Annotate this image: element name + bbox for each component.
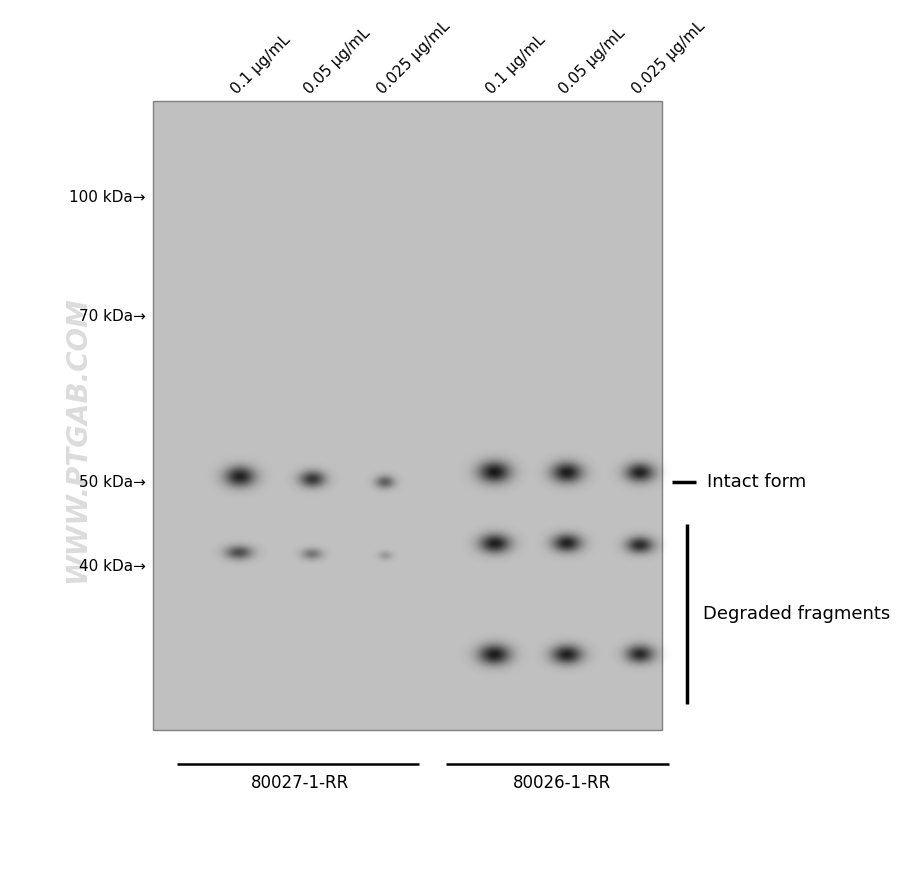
Text: 100 kDa→: 100 kDa→ xyxy=(69,190,146,206)
Text: 40 kDa→: 40 kDa→ xyxy=(79,559,146,575)
Text: 80026-1-RR: 80026-1-RR xyxy=(513,774,612,792)
Text: WWW.PTGAB.COM: WWW.PTGAB.COM xyxy=(64,297,91,583)
Text: 80027-1-RR: 80027-1-RR xyxy=(251,774,349,792)
Text: Degraded fragments: Degraded fragments xyxy=(703,605,891,623)
Text: 0.025 μg/mL: 0.025 μg/mL xyxy=(629,18,708,97)
Text: 0.1 μg/mL: 0.1 μg/mL xyxy=(228,32,294,97)
Text: 0.025 μg/mL: 0.025 μg/mL xyxy=(374,18,453,97)
Text: 0.05 μg/mL: 0.05 μg/mL xyxy=(301,25,373,97)
Text: Intact form: Intact form xyxy=(707,473,806,491)
Text: 0.05 μg/mL: 0.05 μg/mL xyxy=(556,25,628,97)
Text: 50 kDa→: 50 kDa→ xyxy=(79,474,146,490)
Bar xyxy=(153,101,662,730)
Text: 0.1 μg/mL: 0.1 μg/mL xyxy=(483,32,549,97)
Text: 70 kDa→: 70 kDa→ xyxy=(79,309,146,325)
